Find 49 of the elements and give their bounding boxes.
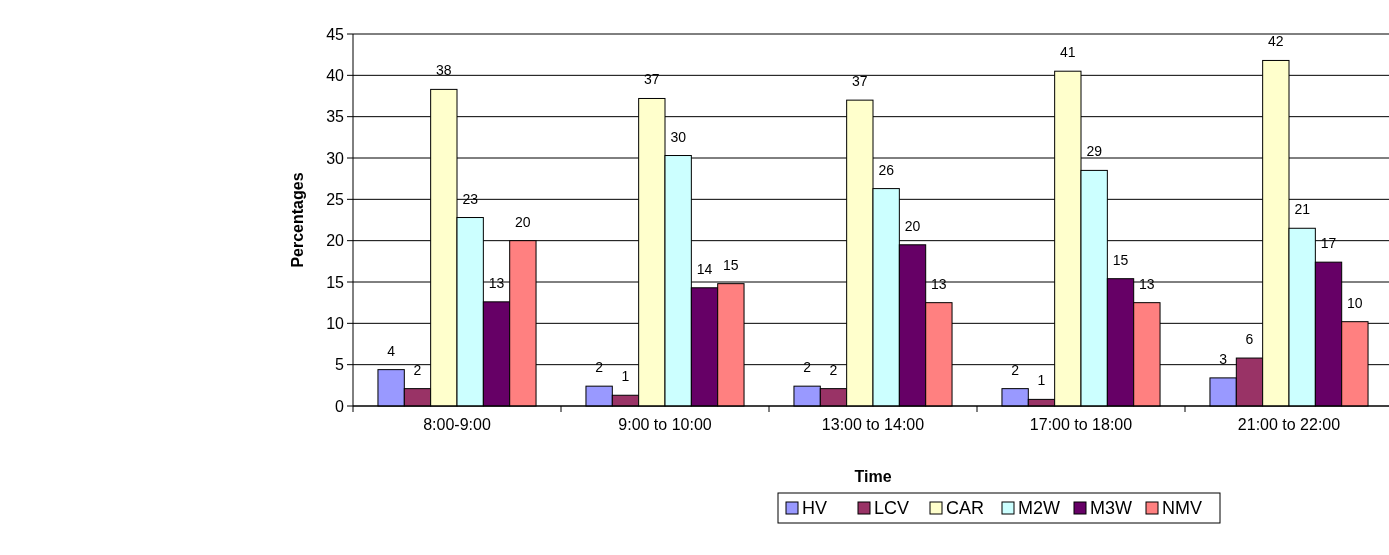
data-label: 6 (1245, 331, 1254, 348)
data-label: 15 (1112, 251, 1129, 268)
x-tick-label: 21:00 to 22:00 (1237, 416, 1341, 433)
data-label: 2 (1011, 361, 1020, 378)
y-tick-label: 10 (326, 314, 345, 332)
data-label: 29 (1086, 143, 1103, 160)
y-tick-label: 45 (326, 25, 345, 43)
data-label: 13 (1139, 275, 1155, 292)
x-tick-label: 13:00 to 14:00 (821, 416, 925, 433)
legend-label: CAR (946, 498, 985, 518)
data-label: 26 (878, 161, 895, 178)
data-label: 4 (387, 342, 396, 359)
y-axis-title: Percentages (289, 172, 306, 268)
legend-label: M3W (1090, 498, 1132, 518)
data-label: 2 (829, 361, 838, 378)
y-tick-label: 40 (326, 66, 345, 84)
y-tick-label: 15 (326, 273, 345, 291)
x-tick-label: 9:00 to 10:00 (618, 416, 712, 433)
data-label: 3 (1219, 350, 1228, 367)
legend-label: HV (802, 498, 828, 518)
data-label: 38 (436, 62, 452, 79)
x-axis-title: Time (854, 468, 892, 485)
legend-label: NMV (1162, 498, 1202, 518)
x-tick-label: 8:00-9:00 (423, 416, 491, 433)
data-label: 13 (488, 274, 505, 291)
data-label: 13 (931, 275, 947, 292)
data-label: 41 (1060, 44, 1076, 61)
y-tick-label: 35 (326, 108, 345, 126)
data-label: 10 (1347, 294, 1363, 311)
data-label: 20 (515, 213, 531, 230)
data-label: 2 (413, 361, 422, 378)
x-tick-label: 17:00 to 18:00 (1029, 416, 1133, 433)
y-tick-label: 20 (326, 232, 345, 250)
y-tick-label: 30 (326, 149, 345, 167)
data-label: 37 (644, 71, 660, 88)
y-tick-label: 0 (335, 397, 345, 415)
data-label: 30 (670, 128, 687, 145)
legend-label: LCV (874, 498, 910, 518)
data-label: 1 (621, 368, 630, 385)
data-label: 21 (1294, 201, 1311, 218)
data-label: 37 (852, 73, 868, 90)
data-label: 42 (1268, 33, 1284, 50)
y-tick-label: 25 (326, 190, 345, 208)
data-label: 15 (723, 256, 739, 273)
legend-label: M2W (1018, 498, 1060, 518)
y-tick-label: 5 (335, 356, 345, 374)
data-label: 20 (904, 217, 921, 234)
data-label: 1 (1037, 372, 1046, 389)
data-label: 14 (696, 260, 713, 277)
